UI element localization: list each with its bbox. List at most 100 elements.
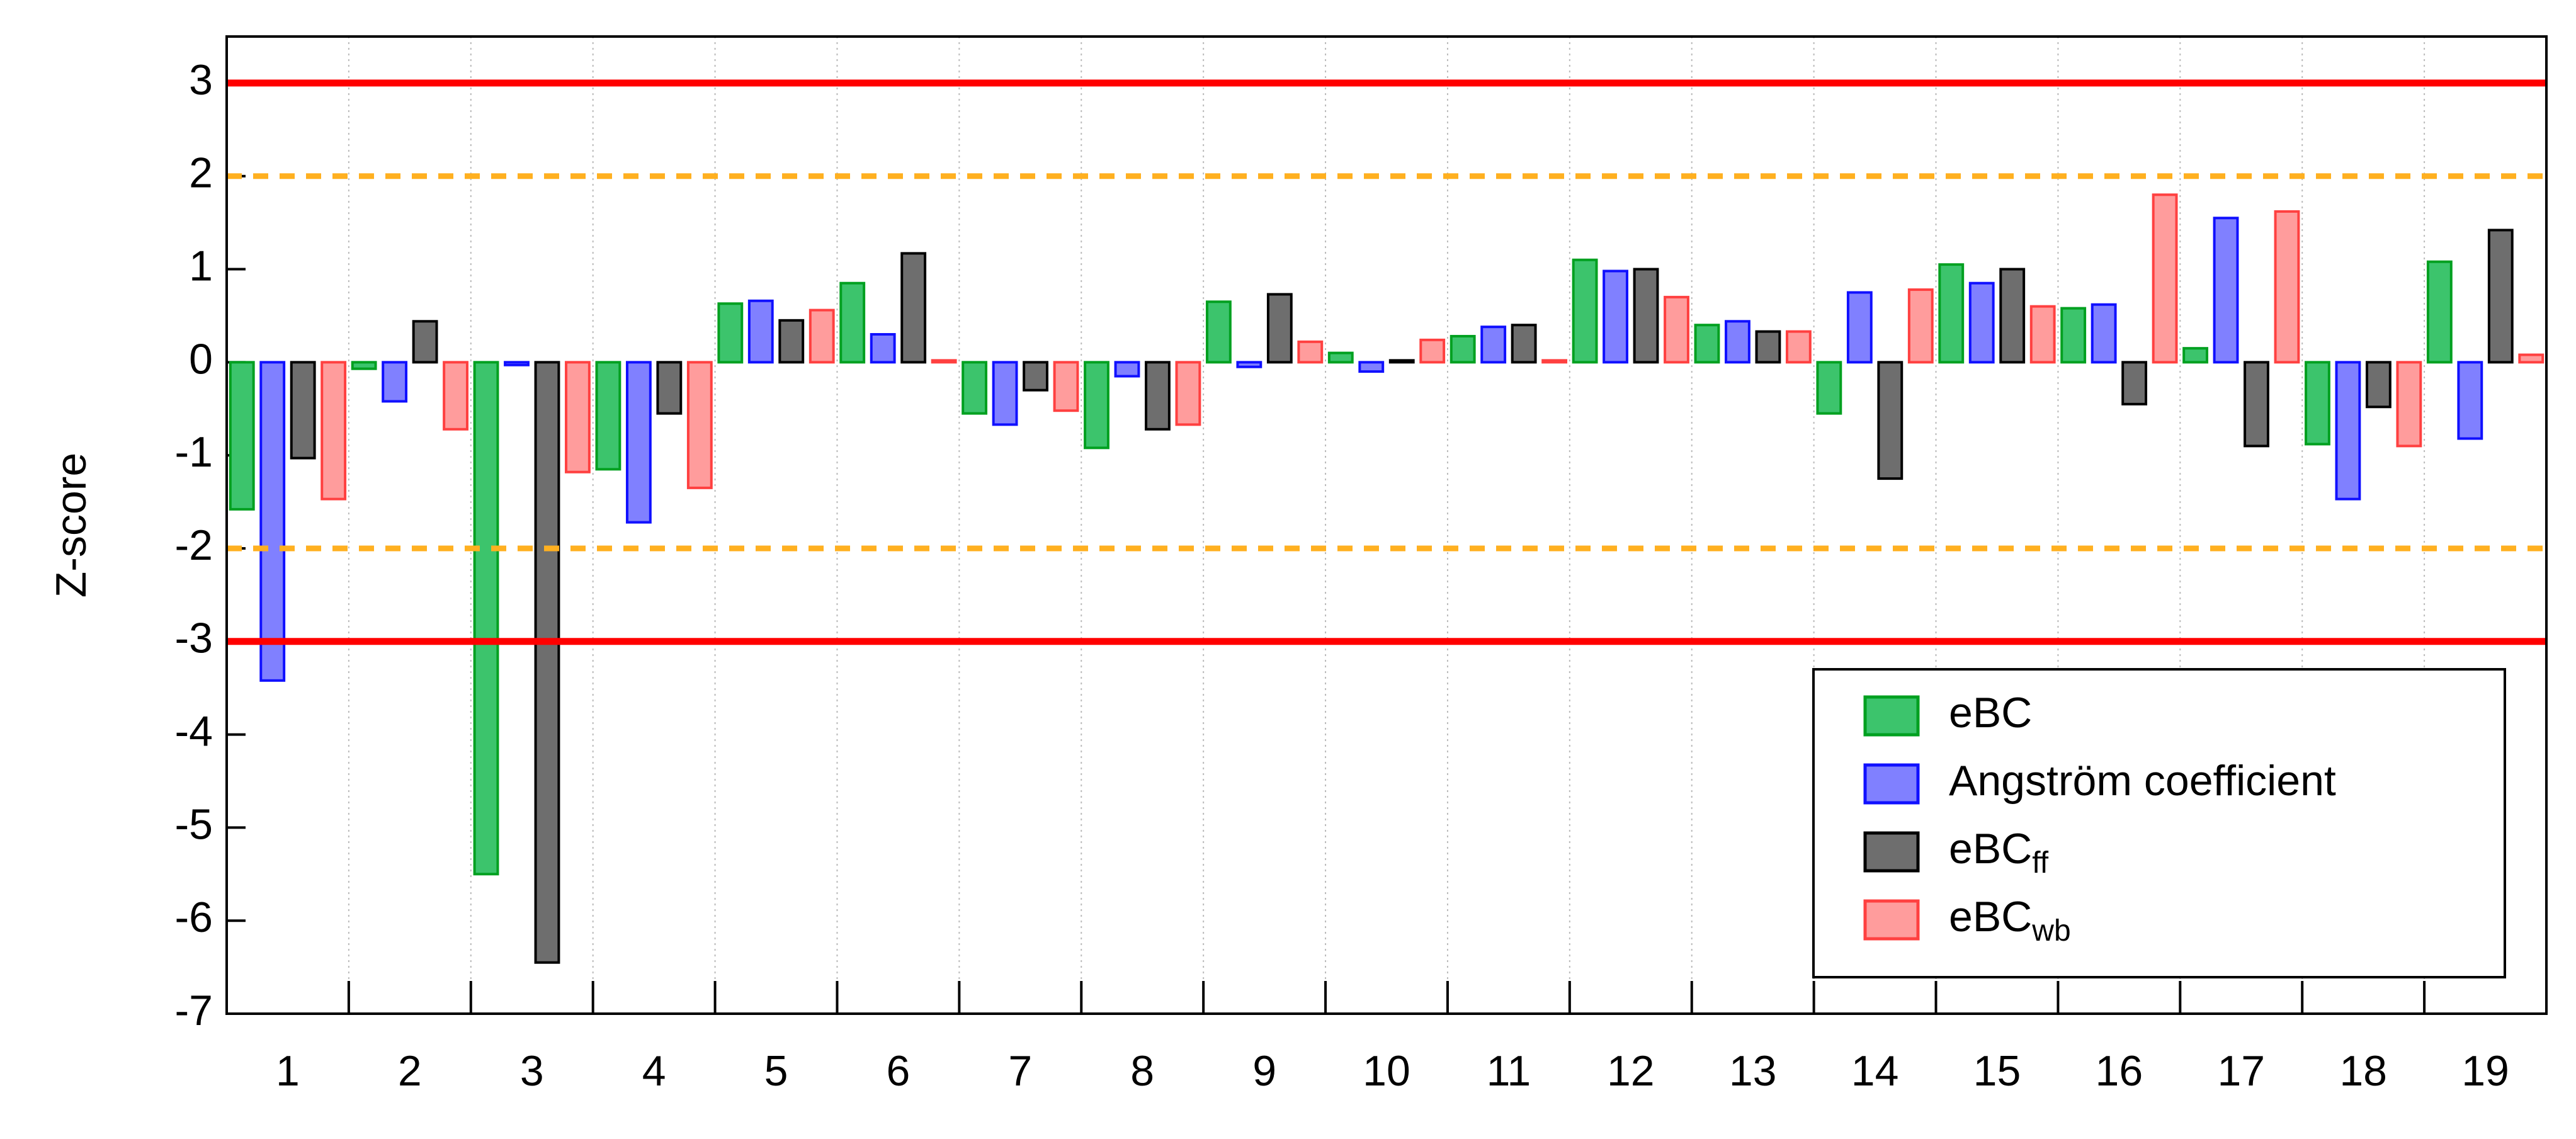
bar bbox=[2182, 347, 2208, 364]
bar bbox=[839, 281, 866, 364]
bar bbox=[290, 361, 316, 460]
bar bbox=[2152, 193, 2178, 364]
bar bbox=[1846, 291, 1873, 364]
bar bbox=[717, 302, 744, 364]
x-tick-label: 9 bbox=[1252, 1047, 1276, 1095]
bar bbox=[1145, 361, 1171, 431]
bar bbox=[1999, 268, 2026, 364]
y-tick-label: -1 bbox=[175, 428, 213, 476]
y-tick-label: -3 bbox=[175, 615, 213, 662]
bar bbox=[686, 361, 713, 489]
bar bbox=[1816, 361, 1842, 415]
bar bbox=[1114, 361, 1140, 378]
x-tick-label: 11 bbox=[1487, 1047, 1531, 1095]
bar bbox=[2060, 307, 2087, 364]
bar bbox=[1266, 293, 1293, 364]
bar bbox=[1541, 359, 1568, 364]
y-tick-label: -5 bbox=[175, 800, 213, 848]
bar bbox=[1511, 324, 1537, 364]
bar bbox=[2335, 361, 2361, 501]
bar bbox=[2274, 210, 2300, 364]
bar bbox=[1084, 361, 1109, 450]
legend-box bbox=[1812, 668, 2506, 978]
bar bbox=[2244, 361, 2269, 448]
y-tick-label: -7 bbox=[175, 987, 213, 1034]
bar bbox=[1785, 330, 1812, 364]
bar bbox=[2365, 361, 2392, 409]
bar bbox=[412, 320, 438, 364]
bar bbox=[351, 361, 377, 370]
legend-label: eBCwb bbox=[1949, 893, 2071, 948]
bar bbox=[229, 361, 255, 511]
bar bbox=[321, 361, 347, 501]
bar bbox=[1236, 361, 1262, 368]
bar bbox=[2121, 361, 2148, 405]
bar bbox=[1450, 334, 1476, 364]
bar bbox=[1877, 361, 1904, 480]
x-tick-label: 17 bbox=[2217, 1047, 2265, 1095]
legend-label: eBC bbox=[1949, 689, 2032, 737]
x-tick-label: 7 bbox=[1008, 1047, 1032, 1095]
x-tick-label: 5 bbox=[764, 1047, 788, 1095]
y-axis-label: Z-score bbox=[47, 453, 95, 598]
bar bbox=[595, 361, 621, 471]
bar bbox=[534, 361, 560, 964]
legend-name: eBC bbox=[1949, 689, 2032, 737]
x-tick-label: 13 bbox=[1729, 1047, 1777, 1095]
y-tick-label: -4 bbox=[175, 708, 213, 756]
x-tick-label: 10 bbox=[1363, 1047, 1410, 1095]
bar bbox=[2518, 353, 2545, 364]
bar bbox=[1297, 340, 1324, 364]
bar bbox=[1358, 361, 1385, 373]
legend-subscript: wb bbox=[2031, 914, 2070, 948]
y-tick-label: 1 bbox=[189, 242, 213, 290]
bar bbox=[2487, 229, 2514, 364]
bar bbox=[1755, 330, 1781, 364]
bar bbox=[656, 361, 683, 415]
x-tick-label: 2 bbox=[398, 1047, 422, 1095]
bar bbox=[992, 361, 1018, 426]
bar bbox=[1388, 359, 1415, 364]
bar bbox=[1694, 324, 1720, 364]
x-tick-label: 15 bbox=[1973, 1047, 2021, 1095]
x-tick-label: 18 bbox=[2339, 1047, 2387, 1095]
y-tick-label: 3 bbox=[189, 56, 213, 104]
bar bbox=[747, 299, 774, 364]
x-tick-label: 12 bbox=[1607, 1047, 1655, 1095]
legend-swatch bbox=[1863, 763, 1920, 805]
x-tick-label: 6 bbox=[887, 1047, 911, 1095]
bar bbox=[2305, 361, 2330, 446]
bar bbox=[1175, 361, 1201, 426]
legend-swatch bbox=[1863, 899, 1920, 941]
bar bbox=[809, 309, 835, 364]
bar bbox=[443, 361, 468, 431]
bar bbox=[565, 361, 591, 473]
y-tick-label: 0 bbox=[189, 335, 213, 383]
legend-label: eBCff bbox=[1949, 825, 2049, 880]
y-tick-label: -6 bbox=[175, 893, 213, 941]
bar bbox=[2029, 305, 2056, 364]
legend-name: Angström coefficient bbox=[1949, 757, 2336, 805]
legend-swatch bbox=[1863, 695, 1920, 737]
plot-frame bbox=[225, 35, 2548, 1015]
bar bbox=[931, 359, 957, 364]
bar bbox=[1633, 268, 1659, 364]
bar bbox=[962, 361, 988, 415]
bar bbox=[1205, 300, 1232, 364]
legend-subscript: ff bbox=[2032, 846, 2048, 880]
x-tick-label: 16 bbox=[2096, 1047, 2143, 1095]
bar bbox=[1907, 288, 1934, 364]
bar bbox=[1480, 326, 1507, 364]
bar bbox=[1725, 320, 1750, 364]
bar bbox=[1603, 269, 1628, 364]
x-tick-label: 8 bbox=[1130, 1047, 1154, 1095]
bar bbox=[2426, 260, 2453, 364]
bar bbox=[1938, 263, 1965, 364]
y-tick-label: -2 bbox=[175, 521, 213, 569]
x-tick-label: 3 bbox=[520, 1047, 544, 1095]
bar bbox=[473, 361, 499, 876]
bar bbox=[259, 361, 286, 682]
bar bbox=[382, 361, 408, 403]
